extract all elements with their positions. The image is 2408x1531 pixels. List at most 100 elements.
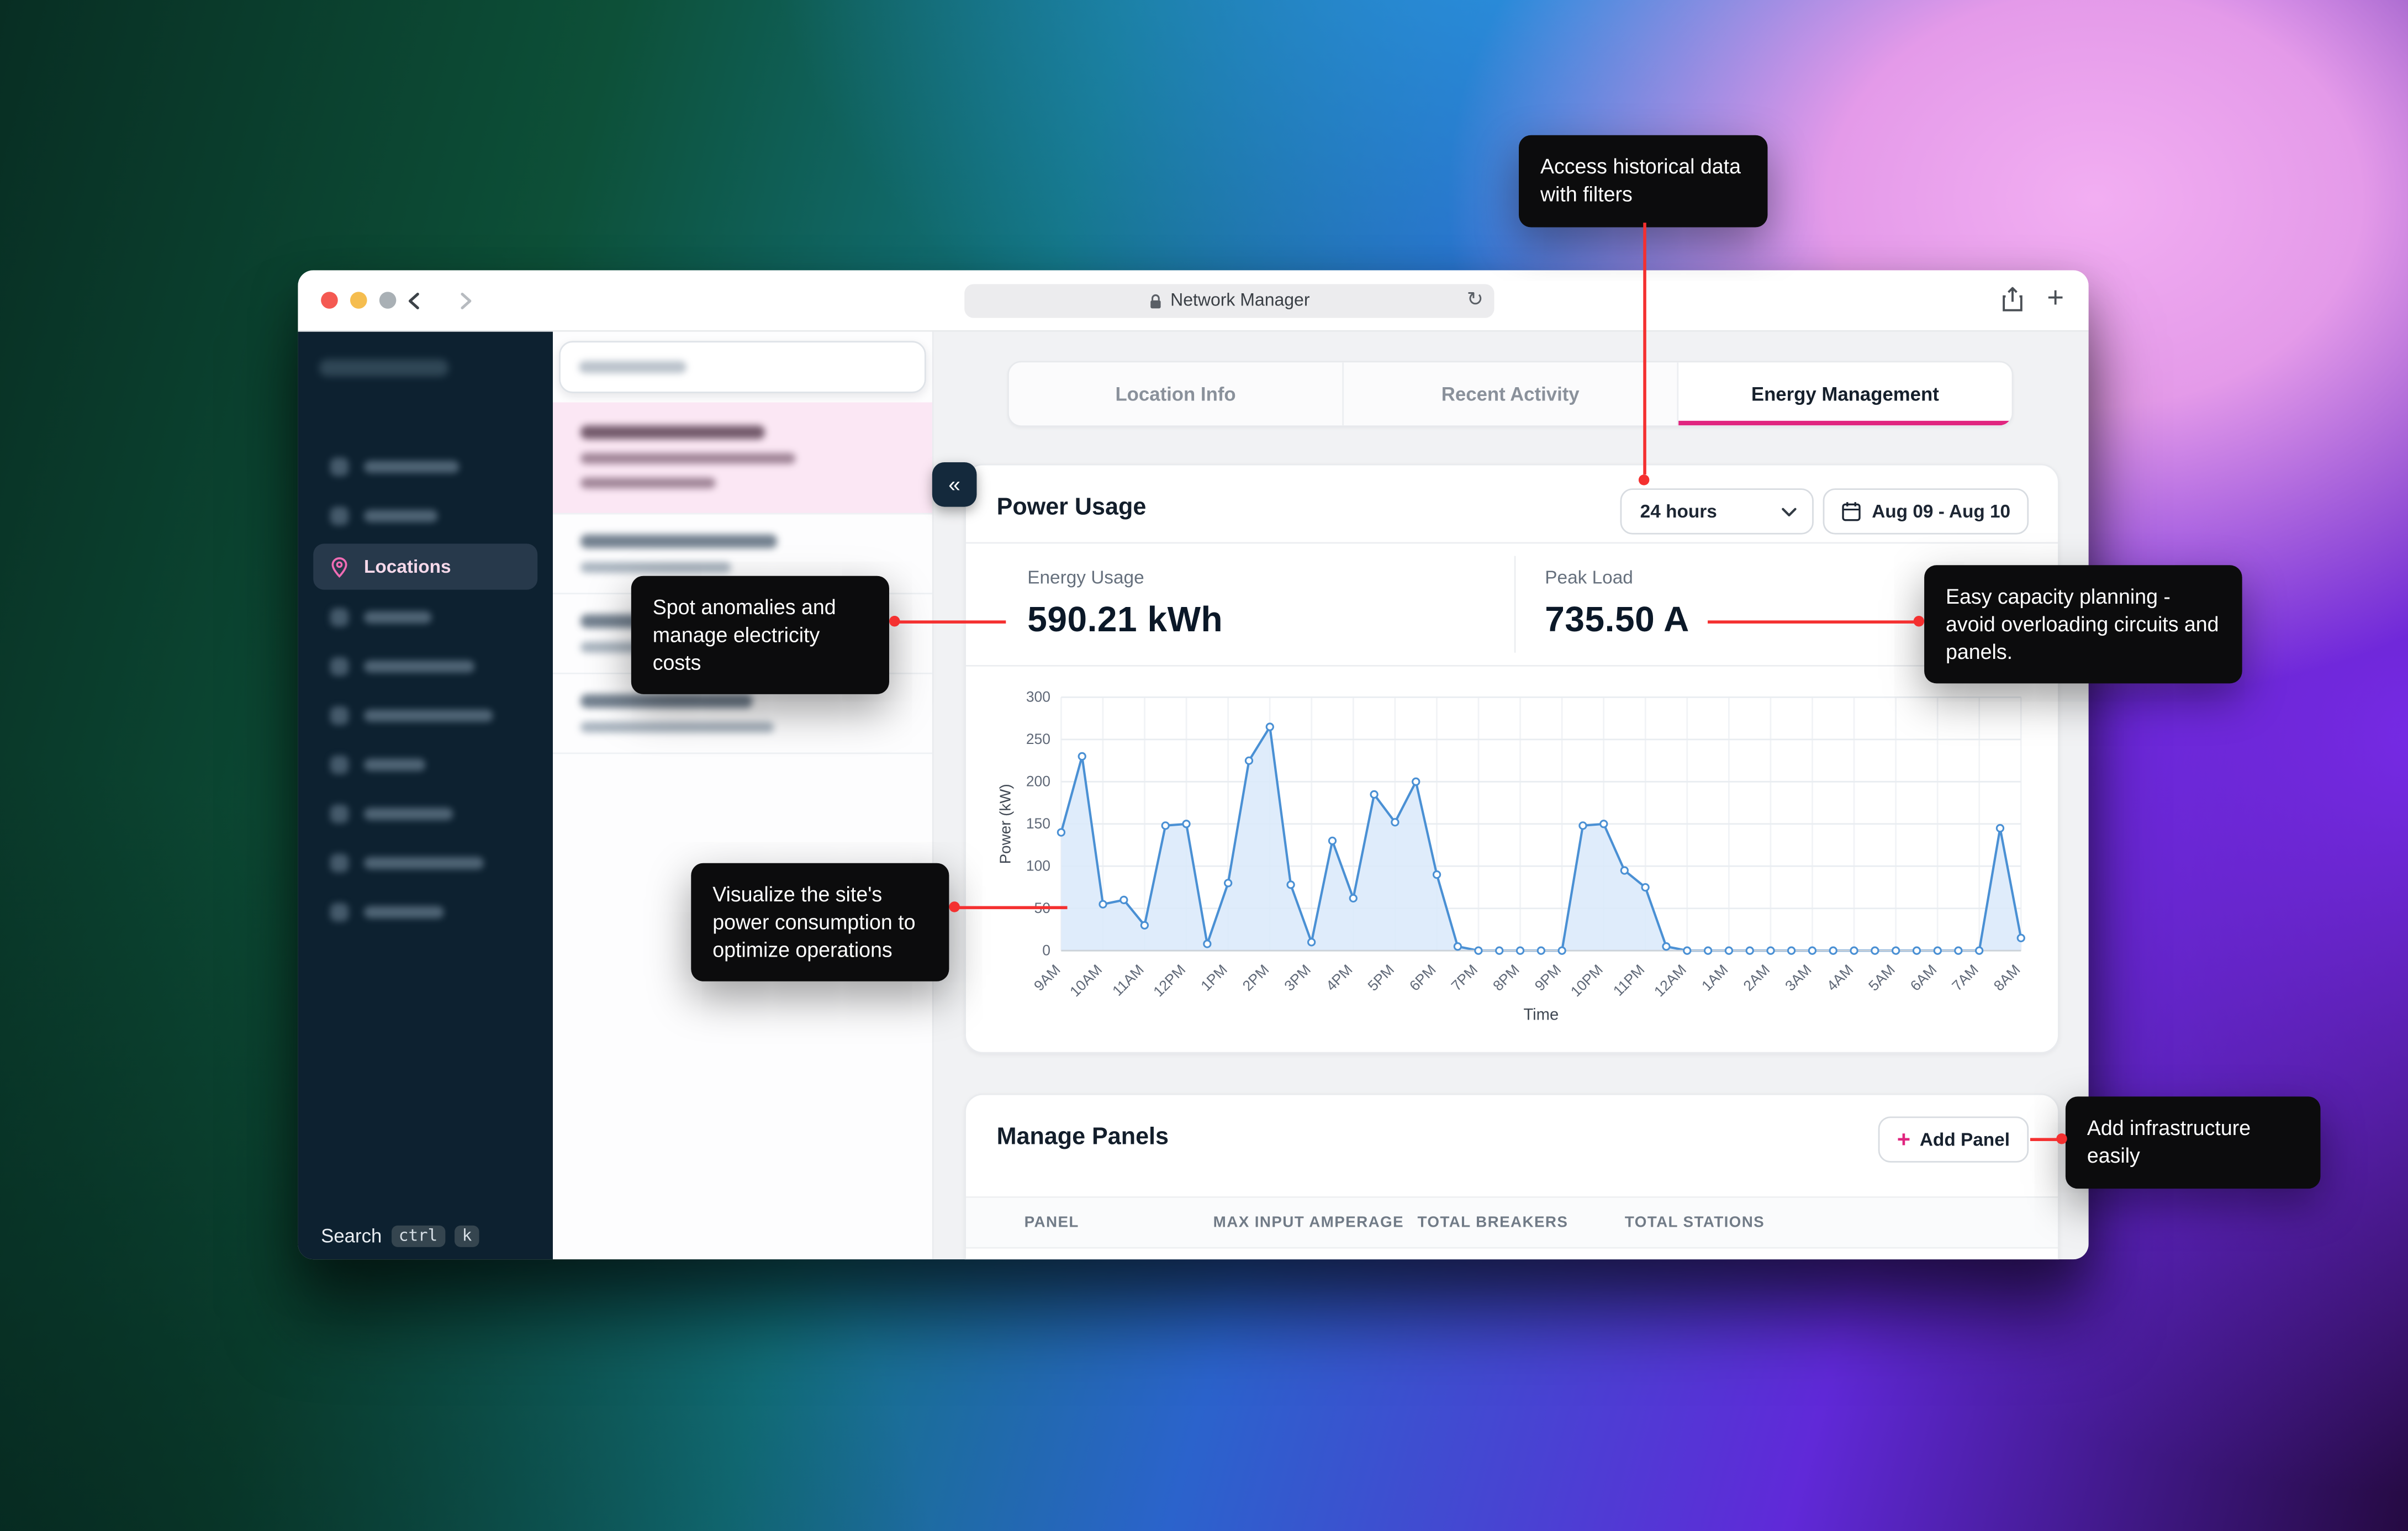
location-pin-icon [331,556,347,577]
close-window-button[interactable] [321,292,338,309]
location-list-item[interactable] [553,515,932,595]
svg-text:1PM: 1PM [1197,961,1231,994]
collapse-panel-button[interactable]: « [932,462,977,507]
forward-button[interactable] [447,283,484,320]
svg-text:12AM: 12AM [1651,961,1689,1000]
stat-value: 735.50 A [1545,599,1689,639]
svg-text:8PM: 8PM [1490,961,1523,994]
share-icon[interactable] [2001,286,2024,313]
nav-icon [330,805,349,823]
svg-text:150: 150 [1026,815,1050,832]
nav-icon [330,657,349,676]
svg-text:2AM: 2AM [1740,961,1773,994]
svg-text:11PM: 11PM [1610,961,1648,999]
svg-text:6PM: 6PM [1406,961,1439,994]
callout-historical-data: Access historical data with filters [1519,135,1768,227]
power-usage-title: Power Usage [996,494,1147,521]
sidebar-item[interactable] [316,793,535,836]
location-list-item[interactable] [553,674,932,754]
time-range-value: 24 hours [1640,500,1717,522]
svg-text:0: 0 [1042,942,1050,959]
date-range-picker[interactable]: Aug 09 - Aug 10 [1823,488,2029,535]
column-max-input-amperage: MAX INPUT AMPERAGE [1213,1215,1404,1232]
panels-table-header: PANEL MAX INPUT AMPERAGE TOTAL BREAKERS … [965,1196,2058,1249]
svg-text:5PM: 5PM [1365,961,1398,994]
chevron-right-icon [461,292,472,310]
svg-text:50: 50 [1034,900,1050,916]
nav-icon [330,706,349,725]
shortcut-key-ctrl: ctrl [390,1225,446,1247]
sidebar-item[interactable] [316,494,535,537]
locations-list-panel [553,331,934,1260]
svg-text:Power (kW): Power (kW) [997,784,1014,864]
lock-icon [1150,293,1161,308]
chevron-down-icon [1782,507,1797,516]
svg-text:4PM: 4PM [1323,961,1356,994]
manage-panels-title: Manage Panels [996,1124,1169,1150]
svg-text:9PM: 9PM [1532,961,1565,994]
nav-icon [330,506,349,525]
svg-text:8AM: 8AM [1990,961,2024,994]
svg-text:6AM: 6AM [1907,961,1940,994]
svg-text:200: 200 [1026,773,1050,790]
svg-text:12PM: 12PM [1150,961,1189,1000]
date-range-value: Aug 09 - Aug 10 [1872,500,2011,522]
back-button[interactable] [396,283,433,320]
sidebar-item[interactable] [316,645,535,688]
tab-location-info[interactable]: Location Info [1008,362,1343,426]
url-bar[interactable]: Network Manager ↻ [964,284,1495,318]
chevron-left-icon [408,292,419,310]
stat-value: 590.21 kWh [1027,599,1223,639]
location-list-item[interactable] [553,594,932,674]
browser-window: Network Manager ↻ + [298,270,2089,1260]
svg-text:250: 250 [1026,731,1050,747]
column-total-breakers: TOTAL BREAKERS [1417,1215,1569,1232]
svg-text:4AM: 4AM [1824,961,1857,994]
add-panel-label: Add Panel [1919,1128,2010,1150]
tab-energy-management[interactable]: Energy Management [1677,362,2012,426]
stat-label: Energy Usage [1027,567,1144,588]
nav-icon [330,854,349,873]
tab-recent-activity[interactable]: Recent Activity [1342,362,1677,426]
svg-text:2PM: 2PM [1239,961,1272,994]
locations-search-input[interactable] [559,341,926,393]
sidebar-item[interactable] [316,743,535,786]
collapse-icon: « [948,471,960,497]
new-tab-button[interactable]: + [2047,282,2064,315]
add-panel-button[interactable]: + Add Panel [1878,1116,2029,1163]
sidebar-search[interactable]: Search ctrl k [321,1225,480,1247]
column-total-stations: TOTAL STATIONS [1624,1215,1765,1232]
app-sidebar: Locations Search ctrl k [298,331,553,1260]
sidebar-item-locations[interactable]: Locations [313,543,538,590]
svg-text:9AM: 9AM [1031,961,1064,994]
sidebar-item[interactable] [316,596,535,639]
svg-text:100: 100 [1026,858,1050,874]
sidebar-item[interactable] [316,694,535,737]
svg-text:3AM: 3AM [1782,961,1815,994]
search-placeholder [579,361,687,373]
svg-text:1AM: 1AM [1698,961,1731,994]
sidebar-item[interactable] [316,891,535,934]
search-label: Search [321,1225,382,1247]
location-list-item-selected[interactable] [553,402,932,515]
zoom-window-button[interactable] [379,292,397,309]
sidebar-item[interactable] [316,445,535,488]
callout-add-infrastructure: Add infrastructure easily [2065,1096,2321,1189]
manage-panels-card: Manage Panels + Add Panel PANEL MAX INPU… [964,1093,2060,1260]
refresh-icon[interactable]: ↻ [1466,287,1484,310]
calendar-icon [1842,502,1861,521]
minimize-window-button[interactable] [350,292,367,309]
sidebar-item[interactable] [316,842,535,885]
svg-text:11AM: 11AM [1109,961,1147,999]
stat-peak-load: Peak Load 735.50 A [1545,543,1689,665]
plus-icon: + [1897,1126,1911,1153]
power-stats: Energy Usage 590.21 kWh Peak Load 735.50… [965,542,2058,667]
time-range-dropdown[interactable]: 24 hours [1620,488,1814,535]
shortcut-key-k: k [454,1225,480,1247]
power-usage-chart: 0 50 100 150 200 250 300 9AM 10AM 11AM 12PM 1PM 2PM 3… [997,689,2025,1023]
svg-text:5AM: 5AM [1865,961,1898,994]
browser-toolbar: Network Manager ↻ + [298,270,2089,332]
svg-text:3PM: 3PM [1281,961,1314,994]
power-usage-card: Power Usage 24 hours [964,463,2060,1054]
